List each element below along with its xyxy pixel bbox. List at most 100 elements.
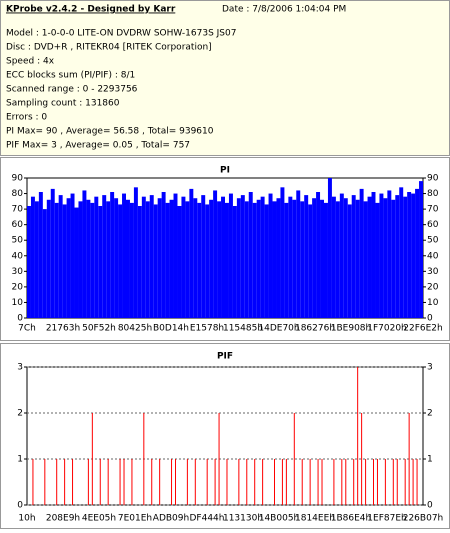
bar [411,193,416,318]
bar [404,459,406,505]
y-tick-label: 70 [12,205,24,215]
bar [351,195,356,318]
bar [205,204,210,318]
bar [238,459,240,505]
bar [169,199,174,318]
y-tick-label: 30 [12,267,24,277]
bar [133,187,138,318]
bar [161,192,166,318]
info-line: PI Max= 90 , Average= 56.58 , Total= 939… [6,127,214,137]
bar [118,204,123,318]
chart-title: PI [220,166,230,176]
bar [193,198,198,318]
bar [72,459,74,505]
bar [248,192,253,318]
bar [308,204,313,318]
bar [159,459,161,505]
x-tick-label: DF444h [190,514,225,524]
bar [357,367,359,505]
x-tick-label: 80425h [118,324,152,334]
bar [359,188,364,318]
bar [66,198,71,318]
bar [240,195,245,318]
bar [126,199,130,318]
bar [407,192,412,318]
bar [347,204,352,318]
x-tick-label: 7Ch [18,324,36,334]
bar [145,201,150,318]
bar [157,198,162,318]
bar [309,459,311,505]
bar [106,201,111,318]
bar [175,459,176,505]
y2-tick-label: 50 [427,236,439,246]
bar [70,193,75,318]
app-title: KProbe v2.4.2 - Designed by Karr [6,5,176,15]
y-tick-label: 3 [17,363,23,373]
bar [42,209,47,318]
x-tick-label: 50F52h [82,324,116,334]
x-tick-label: 1814EEh [295,514,335,524]
bar [375,202,380,318]
y-tick-label: 0 [17,501,23,511]
bar [363,201,368,318]
bar [122,193,126,318]
bar [232,206,237,318]
bar [244,201,249,318]
bar [343,198,348,318]
y2-tick-label: 0 [427,501,433,511]
bar [281,459,283,505]
info-line: Model : 1-0-0-0 LITE-ON DVDRW SOHW-1673S… [6,29,236,39]
info-line: PIF Max= 3 , Average= 0.05 , Total= 757 [6,141,190,151]
plot-area [26,366,424,506]
bar [38,192,43,318]
x-tick-label: 1EF87Eh [367,514,406,524]
bar [341,459,343,505]
y-tick-label: 0 [17,314,23,324]
bar [246,459,248,505]
bar [399,187,404,318]
bar [64,459,66,505]
bar [137,206,142,318]
bar [371,192,376,318]
bar [301,459,303,505]
y2-tick-label: 30 [427,267,439,277]
bar [331,196,336,318]
x-tick-label: 186276h [295,324,335,334]
x-tick-label: 4EE05h [82,514,116,524]
bar [58,195,63,318]
bar [353,459,355,505]
bar [396,459,398,505]
bar [44,459,46,505]
x-tick-label: 115485h [223,324,263,334]
info-line: Scanned range : 0 - 2293756 [6,85,138,95]
x-tick-label: 14B005h [259,514,300,524]
info-line: ECC blocks sum (PI/PIF) : 8/1 [6,71,135,81]
bar [225,202,229,318]
bar [46,199,51,318]
bar [324,202,328,318]
y2-tick-label: 80 [427,189,439,199]
bar [345,459,347,505]
bar [415,188,420,318]
bar [408,413,410,505]
bar [395,195,400,318]
x-tick-label: 7E01Eh [118,514,152,524]
bar [379,193,384,318]
bar [419,181,423,318]
y2-tick-label: 3 [427,363,433,373]
info-line: Sampling count : 131860 [6,99,120,109]
info-line: Disc : DVD+R , RITEKR04 [RITEK Corporati… [6,43,212,53]
x-tick-label: 21763h [46,324,80,334]
bar [86,199,91,318]
x-tick-label: 10h [18,514,35,524]
info-line: Errors : 0 [6,113,47,123]
y2-tick-label: 10 [427,298,439,308]
bar [186,459,188,505]
bar [383,198,388,318]
bar [260,196,265,318]
bar [312,198,317,318]
bar [213,190,218,318]
bar [151,459,153,505]
